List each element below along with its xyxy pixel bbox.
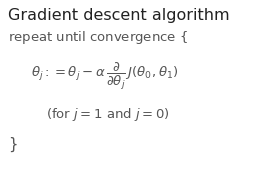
Text: repeat until convergence $\{$: repeat until convergence $\{$ [8,29,188,46]
Text: (for $j = 1$ and $j = 0$): (for $j = 1$ and $j = 0$) [46,106,170,123]
Text: Gradient descent algorithm: Gradient descent algorithm [8,8,229,23]
Text: $\}$: $\}$ [8,135,17,154]
Text: $\theta_j := \theta_j - \alpha\,\dfrac{\partial}{\partial\theta_j}\,J(\theta_0, : $\theta_j := \theta_j - \alpha\,\dfrac{\… [31,61,178,92]
